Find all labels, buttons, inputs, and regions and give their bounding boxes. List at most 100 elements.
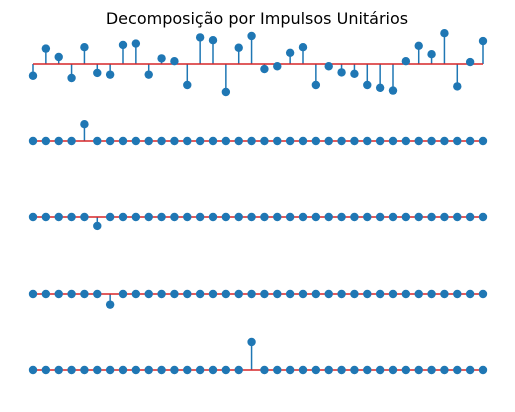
stem-marker [221,136,231,146]
stem-panel-1 [28,29,488,97]
stem-marker [105,212,115,222]
stem-marker [350,289,359,299]
stem-marker [195,33,205,42]
stem-marker [170,57,179,66]
stem-marker [234,43,243,52]
stem-marker [440,289,449,299]
stem-marker [221,87,231,97]
stem-marker [170,289,179,299]
stem-marker [118,289,128,299]
stem-marker [324,62,333,71]
stem-marker [195,365,205,375]
stem-marker [375,365,385,375]
stem-marker [131,39,141,48]
stem-marker [221,365,231,375]
stem-marker [41,212,51,222]
stem-marker [28,71,38,80]
stem-marker [221,289,231,299]
stem-marker [260,289,269,299]
stem-marker [234,136,243,146]
stem-marker [208,212,218,222]
stem-marker [67,289,76,299]
stem-marker [28,212,38,222]
stem-marker [427,50,436,59]
stem-marker [273,62,282,71]
stem-marker [170,365,179,375]
stem-marker [183,365,192,375]
stem-marker [363,212,372,222]
stem-marker [54,52,63,62]
stem-marker [105,136,115,146]
stem-marker [41,44,51,53]
stem-marker [440,136,449,146]
stem-marker [157,54,166,63]
stem-marker [414,365,423,375]
stem-panel-3 [28,212,488,231]
stem-marker [414,212,423,222]
stem-marker [234,365,243,375]
stem-marker [247,212,256,222]
stem-marker [28,136,38,146]
stem-marker [453,212,462,222]
stem-marker [183,136,192,146]
stem-marker [93,68,102,78]
stem-marker [41,136,51,146]
stem-marker [234,289,243,299]
stem-marker [285,48,295,57]
stem-marker [80,120,89,129]
stem-marker [273,212,282,222]
stem-marker [311,212,321,222]
stem-marker [311,80,321,90]
stem-marker [41,365,51,375]
stem-marker [118,365,128,375]
stem-marker [440,29,449,38]
stem-marker [337,289,346,299]
stem-marker [208,36,218,45]
stem-marker [285,136,295,146]
stem-marker [388,365,398,375]
stem-marker [350,365,359,375]
stem-marker [478,365,488,375]
stem-marker [54,136,63,146]
stem-marker [67,365,76,375]
stem-marker [298,43,308,52]
stem-panel-5 [28,337,488,375]
stem-marker [337,212,346,222]
stem-marker [195,136,205,146]
stem-marker [195,289,205,299]
stem-marker [157,365,166,375]
stem-marker [131,212,141,222]
stem-marker [363,136,372,146]
stem-marker [208,289,218,299]
stem-marker [118,212,128,222]
stem-marker [28,365,38,375]
stem-marker [131,289,141,299]
stem-marker [375,212,385,222]
stem-marker [208,365,218,375]
stem-marker [401,57,411,66]
stem-marker [350,136,359,146]
stem-marker [465,289,475,299]
stem-marker [298,212,308,222]
stem-marker [54,289,63,299]
stem-marker [273,365,282,375]
stem-marker [298,136,308,146]
stem-marker [453,82,462,91]
stem-marker [478,136,488,146]
stem-marker [427,212,436,222]
stem-marker [170,212,179,222]
stem-marker [324,365,333,375]
stem-marker [414,41,423,50]
stem-marker [285,212,295,222]
stem-marker [118,40,128,50]
stem-marker [375,289,385,299]
stem-marker [375,83,385,93]
stem-marker [401,212,411,222]
stem-marker [157,212,166,222]
stem-marker [234,212,243,222]
stem-marker [144,212,153,222]
stem-marker [285,365,295,375]
stem-marker [363,365,372,375]
